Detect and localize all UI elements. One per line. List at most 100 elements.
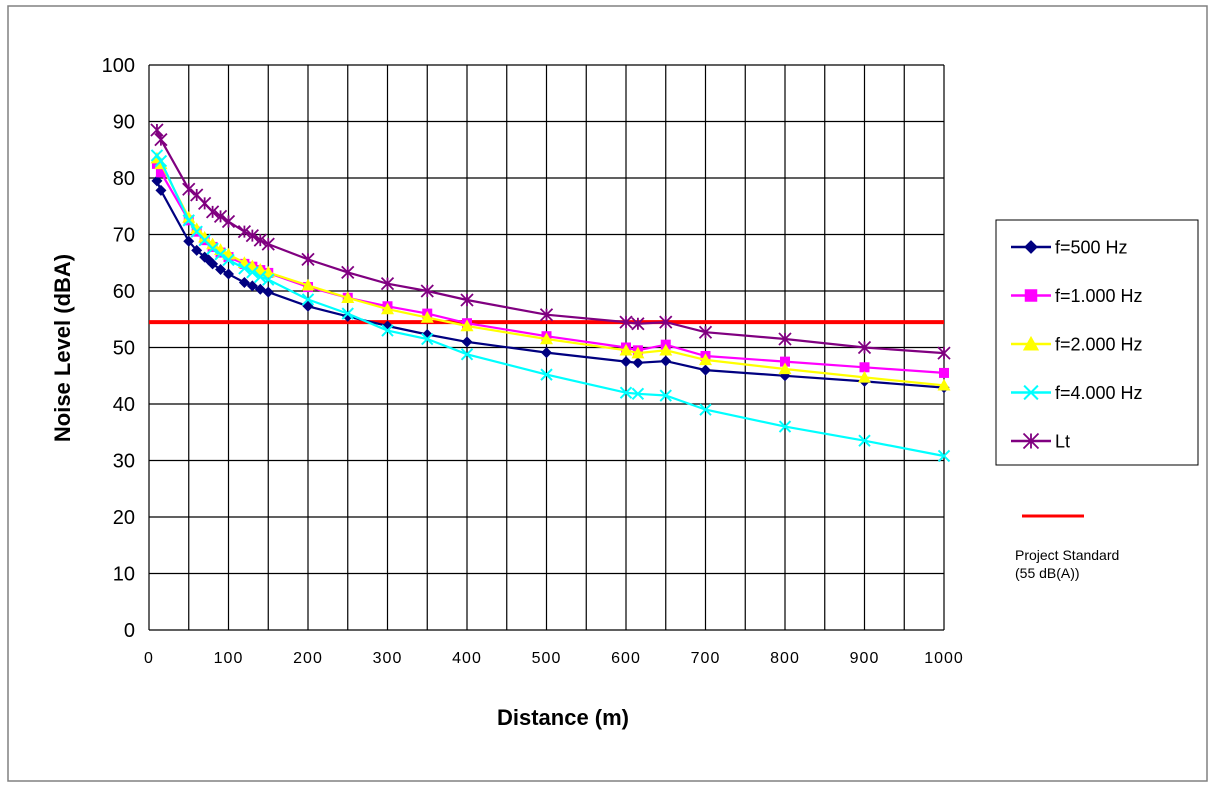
y-tick-label: 50 bbox=[113, 338, 135, 360]
data-point bbox=[631, 317, 645, 331]
x-tick-label: 800 bbox=[770, 650, 800, 667]
data-point bbox=[540, 368, 553, 381]
data-point bbox=[659, 389, 672, 402]
legend-label: f=500 Hz bbox=[1055, 238, 1128, 258]
data-point bbox=[659, 343, 673, 356]
y-tick-label: 0 bbox=[124, 620, 135, 642]
legend-label: f=2.000 Hz bbox=[1055, 335, 1143, 355]
x-tick-label: 0 bbox=[144, 650, 154, 667]
data-point bbox=[541, 347, 552, 359]
data-point bbox=[182, 214, 195, 227]
data-point bbox=[381, 302, 394, 315]
data-point bbox=[254, 270, 267, 284]
x-tick-label: 100 bbox=[214, 650, 244, 667]
data-point bbox=[420, 311, 434, 323]
y-tick-label: 40 bbox=[113, 394, 135, 416]
data-point bbox=[213, 209, 228, 224]
y-tick-label: 80 bbox=[113, 168, 135, 190]
legend-label: f=4.000 Hz bbox=[1055, 383, 1143, 403]
y-tick-labels: 0 10 20 30 40 50 60 70 80 90 100 bbox=[102, 55, 135, 642]
y-tick-label: 20 bbox=[113, 507, 135, 529]
data-point bbox=[253, 233, 267, 247]
data-point bbox=[246, 266, 259, 279]
legend-item: f=500 Hz bbox=[1011, 238, 1128, 258]
legend-item: f=2.000 Hz bbox=[1011, 335, 1143, 355]
data-point bbox=[420, 284, 434, 298]
data-point bbox=[698, 325, 713, 339]
legend-item: f=1.000 Hz bbox=[1011, 286, 1143, 306]
data-point bbox=[857, 340, 872, 355]
data-point bbox=[215, 264, 227, 276]
data-point bbox=[261, 237, 275, 251]
x-tick-label: 200 bbox=[293, 650, 323, 667]
data-point bbox=[262, 273, 275, 286]
legend-item: f=4.000 Hz bbox=[1011, 383, 1143, 403]
data-point bbox=[222, 253, 235, 267]
data-point bbox=[301, 278, 315, 291]
data-point bbox=[253, 263, 267, 275]
data-point bbox=[700, 364, 711, 376]
data-point bbox=[155, 167, 166, 178]
data-point bbox=[151, 175, 163, 187]
data-point bbox=[198, 230, 212, 243]
series-group bbox=[150, 123, 951, 463]
data-point bbox=[150, 149, 164, 162]
data-point bbox=[205, 205, 220, 219]
data-point bbox=[778, 362, 792, 375]
legend-swatch-marker bbox=[1024, 289, 1038, 302]
data-point bbox=[660, 355, 672, 367]
series-4 bbox=[150, 149, 951, 463]
series-5 bbox=[150, 123, 951, 360]
data-point bbox=[619, 343, 633, 356]
data-point bbox=[341, 291, 355, 303]
data-point bbox=[237, 225, 252, 239]
standard-label-line1: Project Standard bbox=[1015, 547, 1119, 563]
data-point bbox=[301, 293, 315, 306]
data-point bbox=[223, 268, 234, 280]
data-point bbox=[207, 258, 219, 270]
data-point bbox=[301, 252, 315, 266]
data-point bbox=[939, 367, 949, 378]
data-point bbox=[461, 336, 473, 348]
y-tick-label: 60 bbox=[113, 281, 135, 303]
legend-item: Lt bbox=[1011, 432, 1070, 452]
y-tick-label: 70 bbox=[113, 225, 135, 247]
data-point bbox=[155, 184, 167, 196]
x-tick-labels: 0 100 200 300 400 500 600 700 800 900 1000 bbox=[144, 650, 964, 667]
legend-swatch-marker bbox=[1022, 335, 1040, 351]
legend-label: f=1.000 Hz bbox=[1055, 286, 1143, 306]
data-point bbox=[699, 403, 712, 416]
data-point bbox=[183, 235, 195, 247]
x-tick-label: 500 bbox=[532, 650, 562, 667]
data-point bbox=[778, 332, 792, 346]
data-point bbox=[699, 353, 712, 366]
data-point bbox=[206, 242, 219, 255]
data-point bbox=[154, 132, 168, 147]
data-point bbox=[780, 356, 790, 367]
data-point bbox=[540, 332, 553, 345]
x-tick-label: 400 bbox=[452, 650, 482, 667]
y-tick-label: 10 bbox=[113, 564, 135, 586]
x-tick-label: 300 bbox=[373, 650, 403, 667]
x-tick-label: 900 bbox=[850, 650, 880, 667]
y-tick-label: 90 bbox=[113, 112, 135, 134]
data-point bbox=[858, 370, 871, 383]
legend: f=500 Hz f=1.000 Hz f=2.000 Hz f=4.000 Hz Lt bbox=[1011, 238, 1143, 452]
data-point bbox=[262, 286, 274, 298]
data-point bbox=[460, 293, 474, 307]
data-point bbox=[238, 262, 251, 275]
y-tick-label: 100 bbox=[102, 55, 135, 77]
x-tick-label: 1000 bbox=[924, 650, 964, 667]
data-point bbox=[182, 211, 196, 223]
data-point bbox=[460, 348, 474, 361]
data-point bbox=[221, 214, 236, 229]
data-point bbox=[632, 357, 644, 369]
data-point bbox=[631, 387, 645, 401]
data-point bbox=[380, 277, 395, 291]
data-point bbox=[421, 332, 434, 346]
data-point bbox=[245, 228, 259, 243]
data-point bbox=[191, 244, 203, 256]
data-point bbox=[460, 319, 474, 332]
data-point bbox=[619, 315, 633, 329]
